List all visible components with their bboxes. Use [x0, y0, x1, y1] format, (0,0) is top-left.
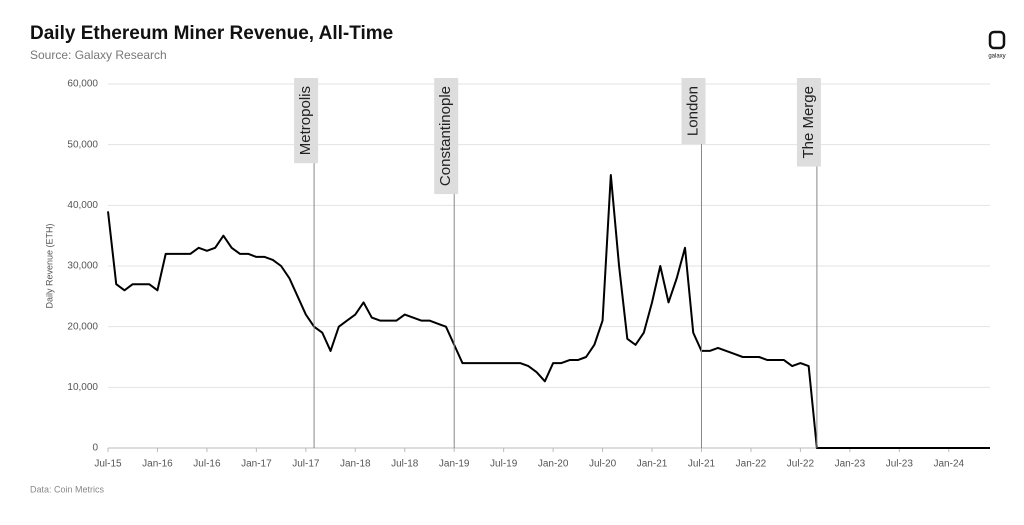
- x-tick-label: Jan-24: [933, 459, 964, 470]
- event-label-bg: [434, 78, 459, 195]
- y-tick-label: 50,000: [67, 139, 98, 150]
- footer-source: Data: Coin Metrics: [30, 484, 105, 494]
- y-axis-label: Daily Revenue (ETH): [44, 223, 54, 308]
- x-tick-label: Jul-22: [787, 459, 815, 470]
- x-tick-label: Jul-20: [589, 459, 617, 470]
- y-tick-label: 30,000: [67, 261, 98, 272]
- x-tick-label: Jul-15: [94, 459, 122, 470]
- x-tick-label: Jan-19: [439, 459, 470, 470]
- y-tick-label: 20,000: [67, 321, 98, 332]
- x-tick-label: Jul-23: [886, 459, 914, 470]
- x-tick-label: Jan-16: [142, 459, 173, 470]
- y-tick-label: 0: [92, 443, 98, 454]
- chart-subtitle: Source: Galaxy Research: [30, 48, 167, 62]
- event-label-bg: [294, 78, 319, 164]
- logo-icon: [988, 30, 1006, 50]
- x-tick-label: Jul-21: [688, 459, 716, 470]
- x-tick-label: Jan-20: [538, 459, 569, 470]
- event-label-bg: [681, 78, 706, 145]
- x-tick-label: Jul-16: [193, 459, 221, 470]
- x-tick-label: Jan-18: [340, 459, 371, 470]
- event-label: The Merge: [796, 78, 821, 167]
- x-tick-label: Jan-22: [736, 459, 767, 470]
- x-tick-label: Jul-18: [391, 459, 419, 470]
- x-tick-label: Jul-19: [490, 459, 518, 470]
- event-label-bg: [796, 78, 821, 167]
- event-label-text: Metropolis: [297, 86, 314, 155]
- event-label-text: London: [684, 86, 701, 136]
- y-tick-label: 10,000: [67, 382, 98, 393]
- x-tick-label: Jan-21: [637, 459, 668, 470]
- x-tick-label: Jan-23: [835, 459, 866, 470]
- event-label: London: [681, 78, 706, 145]
- y-tick-label: 40,000: [67, 200, 98, 211]
- y-tick-label: 60,000: [67, 79, 98, 90]
- event-label: Constantinople: [434, 78, 459, 195]
- line-series: [107, 174, 990, 449]
- x-tick-label: Jan-17: [241, 459, 272, 470]
- event-label-text: The Merge: [800, 86, 817, 159]
- event-label: Metropolis: [294, 78, 319, 164]
- chart-title: Daily Ethereum Miner Revenue, All-Time: [30, 23, 393, 44]
- logo-text: galaxy: [988, 54, 1005, 60]
- event-label-text: Constantinople: [437, 86, 454, 186]
- x-tick-label: Jul-17: [292, 459, 320, 470]
